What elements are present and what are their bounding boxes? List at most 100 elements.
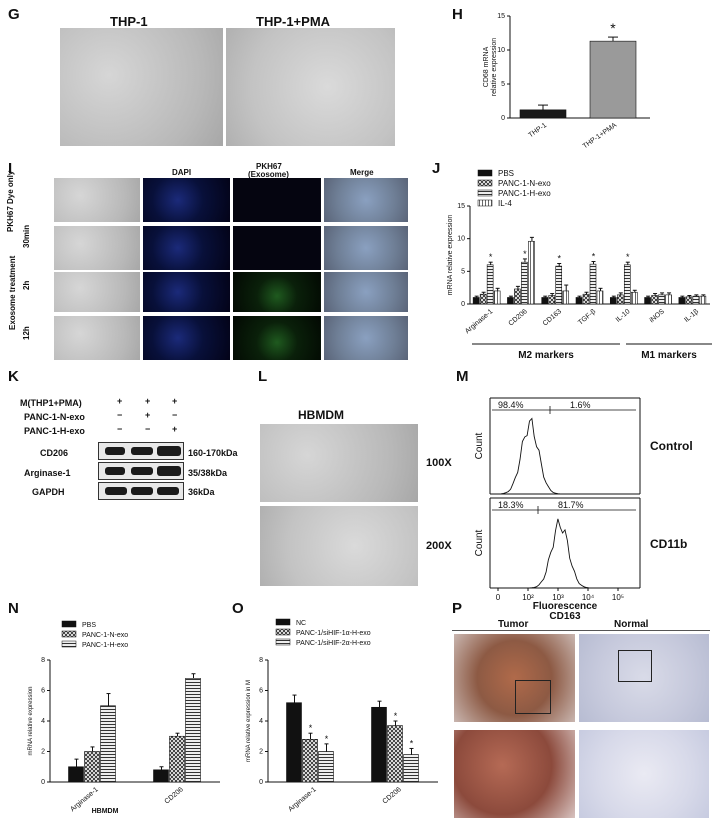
- legend-swatch: [61, 630, 77, 638]
- y-tick-label: 0: [501, 115, 505, 122]
- y-tick-label: 10: [497, 47, 505, 54]
- y-tick-label: 5: [501, 81, 505, 88]
- bar: [685, 296, 693, 305]
- bar: [575, 297, 583, 305]
- group-label: M1 markers: [641, 350, 697, 361]
- k-sign: −: [117, 410, 123, 420]
- fluorescence-tile: [143, 226, 230, 270]
- k-sign: +: [172, 424, 178, 434]
- fluorescence-tile: [54, 178, 140, 222]
- bar: [555, 265, 563, 305]
- bar: [616, 294, 624, 305]
- bar: [169, 735, 185, 783]
- x-axis-label: Fluorescence: [533, 601, 598, 612]
- y-tick-label: 0: [461, 301, 465, 308]
- i-row-12h: 12h: [22, 326, 31, 340]
- x-tick-label: IL-10: [615, 308, 632, 324]
- micrograph-hbmdm-100x: [260, 424, 418, 502]
- x-tick-label: 10⁴: [582, 593, 595, 602]
- legend-label: NC: [296, 620, 306, 627]
- bar: [644, 297, 651, 305]
- y-axis-label: mRNA relative expression: [447, 215, 454, 296]
- histogram-cd11b: [494, 518, 636, 589]
- bar: [623, 264, 631, 305]
- l-title: HBMDM: [298, 408, 344, 422]
- fluorescence-tile: [143, 272, 230, 312]
- label-control: Control: [650, 439, 693, 453]
- x-tick-label: CD206: [382, 786, 403, 805]
- p-normal: Normal: [614, 619, 649, 630]
- y-tick-label: 0: [259, 779, 263, 786]
- bar: [658, 294, 665, 305]
- legend-swatch: [477, 189, 493, 197]
- x-tick-label: TGF-β: [577, 308, 597, 326]
- zoom-box-tumor: [515, 680, 551, 714]
- k-sign: −: [145, 424, 151, 434]
- micrograph-hbmdm-200x: [260, 506, 418, 586]
- i-header-pkh67: PKH67: [256, 162, 282, 171]
- panel-label-l: L: [258, 368, 268, 385]
- significance-mark: *: [592, 252, 596, 262]
- legend-swatch: [275, 618, 291, 626]
- y-axis-label: mRNA relative expression in M: [246, 680, 252, 762]
- bar: [84, 751, 100, 783]
- bar: [507, 297, 514, 305]
- band: [157, 466, 181, 476]
- zoom-box-normal: [618, 650, 652, 682]
- i-row-2h: 2h: [22, 280, 31, 290]
- ihc-tumor-low: [454, 634, 575, 722]
- x-tick-label: CD206: [508, 308, 529, 327]
- k-band-size: 35/38kDa: [188, 468, 228, 478]
- significance-mark: *: [309, 723, 313, 733]
- bar: [68, 766, 84, 783]
- bar: [514, 288, 521, 305]
- bar: [479, 293, 487, 305]
- fluorescence-tile: [324, 316, 408, 360]
- bar: [371, 706, 387, 783]
- panel-label-p: P: [452, 600, 463, 617]
- k-sign: +: [172, 396, 178, 406]
- k-band-size: 160-170kDa: [188, 448, 238, 458]
- bar: [548, 295, 556, 305]
- legend-label: PANC-1/siHIF-1α-H-exo: [296, 630, 371, 637]
- significance-mark: *: [610, 20, 616, 36]
- legend-swatch: [61, 620, 77, 628]
- band: [131, 447, 153, 455]
- g-left-title: THP-1: [110, 14, 148, 29]
- x-tick-label: 10²: [522, 593, 534, 602]
- band: [131, 487, 153, 495]
- bar: [403, 754, 419, 783]
- group-label: M2 markers: [518, 350, 574, 361]
- bar: [589, 40, 637, 119]
- fluorescence-tile: [233, 272, 321, 312]
- ihc-normal-low: [579, 634, 709, 722]
- y-tick-label: 5: [461, 268, 465, 275]
- legend-swatch: [275, 628, 291, 636]
- chart-o: 0 2 4 6 8 mRNA relative expression in M * * Argi…: [246, 618, 438, 813]
- y-tick-label: 15: [457, 203, 465, 210]
- blot-gapdh: [98, 482, 184, 500]
- fluorescence-tile: [233, 178, 321, 222]
- y-tick-label: 15: [497, 13, 505, 20]
- significance-mark: *: [523, 249, 527, 259]
- panel-label-j: J: [432, 160, 441, 177]
- y-axis-label: CD68 mRNA: [483, 46, 490, 87]
- panel-label-h: H: [452, 6, 463, 23]
- y-axis-label: relative expression: [491, 38, 498, 96]
- band: [157, 487, 179, 495]
- i-header-exosome: (Exosome): [248, 170, 289, 179]
- bar: [678, 297, 686, 305]
- bar: [286, 702, 302, 783]
- ihc-normal-high: [579, 730, 709, 818]
- x-tick-label: CD163: [542, 308, 563, 327]
- bar: [596, 290, 604, 305]
- blot-arginase1: [98, 462, 184, 480]
- bar: [609, 297, 617, 305]
- k-band-name: GAPDH: [32, 487, 65, 497]
- bar: [589, 263, 597, 305]
- i-row-dye-only: PKH67 Dye only: [6, 170, 15, 232]
- x-tick-label: THP-1+PMA: [582, 122, 619, 151]
- panel-label-m: M: [456, 368, 469, 385]
- bar: [302, 739, 318, 783]
